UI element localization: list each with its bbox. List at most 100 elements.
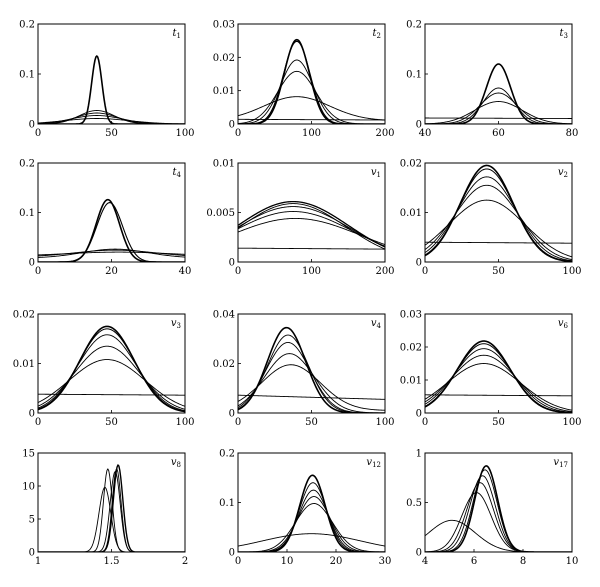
- density-curve-4: [38, 468, 185, 552]
- series-group: [238, 474, 385, 552]
- x-tick-label: 0: [35, 128, 41, 139]
- panel-label-letter: t: [560, 28, 565, 39]
- plot-frame: [237, 162, 386, 263]
- y-tick-label: 0.1: [406, 70, 422, 81]
- panel-label-letter: v: [171, 457, 177, 468]
- series-group: [238, 200, 385, 250]
- panel-label: v17: [553, 457, 568, 469]
- x-tick-label: 6: [471, 556, 477, 567]
- x-tick-label: 50: [105, 417, 118, 428]
- y-tick-label: 0: [416, 120, 422, 131]
- panel-label: v8: [171, 457, 181, 469]
- plot-frame: [424, 23, 573, 125]
- density-curve-6: [425, 394, 572, 397]
- panel-label: v4: [371, 318, 382, 330]
- density-curve-4: [38, 345, 185, 410]
- panel-label-letter: v: [558, 318, 564, 329]
- x-tick-label: 20: [105, 266, 118, 277]
- density-curve-5: [238, 96, 385, 121]
- x-tick-label: 100: [175, 417, 194, 428]
- density-curve-3: [238, 59, 385, 124]
- y-tick-label: 1: [416, 449, 422, 460]
- panel-v3: 0 50 100 0 0.01 0.02 v3: [13, 310, 195, 429]
- panel-label-letter: v: [558, 167, 564, 178]
- y-tick-label: 0: [416, 409, 422, 420]
- density-curve-4: [425, 184, 572, 261]
- series-group: [38, 464, 185, 552]
- plot-frame: [37, 162, 186, 263]
- density-curve-5: [238, 503, 385, 552]
- panel-label-subscript: 12: [372, 461, 381, 469]
- panel-label-letter: v: [366, 457, 372, 468]
- density-curve-3: [425, 92, 572, 124]
- plot-frame: [237, 23, 386, 125]
- plot-frame: [37, 452, 186, 553]
- x-tick-label: 0: [35, 417, 41, 428]
- y-tick-label: 0: [229, 409, 235, 420]
- series-group: [425, 164, 572, 262]
- y-tick-label: 0: [229, 548, 235, 559]
- panel-v1: 0 100 200 0 0.005 0.01 v1: [206, 159, 394, 278]
- density-curve-6: [238, 394, 385, 400]
- x-tick-label: 60: [492, 128, 505, 139]
- density-curve-2: [425, 343, 572, 413]
- series-group: [38, 198, 185, 262]
- x-tick-label: 100: [562, 266, 581, 277]
- density-curve-1: [38, 198, 185, 262]
- x-tick-label: 2: [182, 556, 188, 567]
- density-curve-5: [238, 217, 385, 246]
- x-tick-label: 50: [105, 128, 118, 139]
- density-curve-1: [425, 340, 572, 413]
- y-tick-label: 0.01: [213, 86, 235, 97]
- density-curve-6: [238, 118, 385, 121]
- y-tick-label: 0: [29, 548, 35, 559]
- panel-label-letter: v: [371, 318, 377, 329]
- series-group: [425, 465, 572, 552]
- y-tick-label: 5: [29, 515, 35, 526]
- density-curve-5: [425, 117, 572, 119]
- y-tick-label: 0.2: [406, 20, 422, 31]
- density-curve-4: [238, 496, 385, 552]
- panel-t3: 40 60 80 0 0.1 0.2 t3: [406, 20, 578, 140]
- density-curve-3: [38, 334, 185, 412]
- y-tick-label: 0.5: [406, 498, 422, 509]
- panel-label: v2: [558, 167, 568, 179]
- x-tick-label: 40: [179, 266, 192, 277]
- plot-frame: [37, 23, 186, 125]
- density-curve-6: [425, 241, 572, 244]
- x-tick-label: 1.5: [104, 556, 120, 567]
- y-tick-label: 0.04: [213, 310, 235, 321]
- panel-t2: 0 100 200 0 0.01 0.02 0.03 t2: [213, 20, 395, 140]
- x-tick-label: 0: [235, 128, 241, 139]
- panel-label: v12: [366, 457, 381, 469]
- density-curve-5: [38, 359, 185, 407]
- x-tick-label: 40: [419, 128, 432, 139]
- panel-label-letter: t: [173, 28, 178, 39]
- density-curve-3: [425, 475, 572, 552]
- y-tick-label: 0.02: [13, 310, 35, 321]
- x-tick-label: 100: [375, 417, 394, 428]
- panel-v6: 0 50 100 0 0.01 0.02 0.03 v6: [400, 310, 582, 429]
- panel-label-subscript: 8: [177, 461, 181, 469]
- density-curve-3: [425, 176, 572, 262]
- panel-label: t3: [560, 28, 569, 40]
- panel-label: t4: [173, 167, 182, 179]
- x-tick-label: 200: [375, 128, 394, 139]
- density-curve-5: [238, 364, 385, 411]
- density-curve-4: [238, 211, 385, 247]
- density-curve-6: [238, 247, 385, 250]
- panel-label-subscript: 1: [177, 32, 181, 40]
- panel-label: v6: [558, 318, 569, 330]
- panel-label-subscript: 17: [559, 461, 568, 469]
- x-tick-label: 100: [175, 128, 194, 139]
- density-curve-3: [38, 248, 185, 258]
- x-tick-label: 100: [302, 128, 321, 139]
- panel-v8: 1 1.5 2 0 5 10 15 v8: [22, 449, 188, 568]
- panel-label: t2: [373, 28, 382, 40]
- density-curve-2: [38, 202, 185, 262]
- density-curve-1: [238, 474, 385, 552]
- y-tick-label: 0.1: [219, 498, 235, 509]
- x-tick-label: 8: [520, 556, 526, 567]
- density-curve-6: [238, 533, 385, 547]
- density-curve-2: [238, 40, 385, 124]
